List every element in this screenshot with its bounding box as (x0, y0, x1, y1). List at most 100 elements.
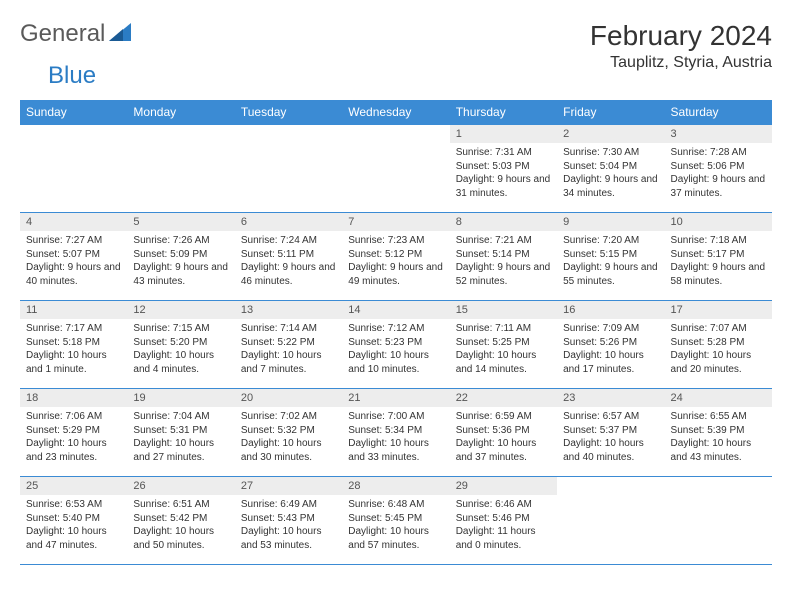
day-number: 12 (127, 301, 234, 319)
logo: General (20, 20, 133, 48)
day-header: Thursday (450, 100, 557, 125)
day-number: 26 (127, 477, 234, 495)
calendar-day-cell: 21Sunrise: 7:00 AMSunset: 5:34 PMDayligh… (342, 389, 449, 477)
logo-text-general: General (20, 20, 105, 48)
day-number: 4 (20, 213, 127, 231)
day-details: Sunrise: 7:11 AMSunset: 5:25 PMDaylight:… (450, 319, 557, 380)
calendar-day-cell: 11Sunrise: 7:17 AMSunset: 5:18 PMDayligh… (20, 301, 127, 389)
month-title: February 2024 (590, 20, 772, 52)
day-number: 6 (235, 213, 342, 231)
day-details: Sunrise: 7:02 AMSunset: 5:32 PMDaylight:… (235, 407, 342, 468)
calendar-day-cell: 8Sunrise: 7:21 AMSunset: 5:14 PMDaylight… (450, 213, 557, 301)
day-details: Sunrise: 7:24 AMSunset: 5:11 PMDaylight:… (235, 231, 342, 292)
day-details: Sunrise: 7:06 AMSunset: 5:29 PMDaylight:… (20, 407, 127, 468)
triangle-icon (109, 23, 131, 46)
day-details: Sunrise: 7:15 AMSunset: 5:20 PMDaylight:… (127, 319, 234, 380)
day-number: 7 (342, 213, 449, 231)
day-details: Sunrise: 6:55 AMSunset: 5:39 PMDaylight:… (665, 407, 772, 468)
day-number: 25 (20, 477, 127, 495)
day-details: Sunrise: 7:00 AMSunset: 5:34 PMDaylight:… (342, 407, 449, 468)
calendar-day-cell: 4Sunrise: 7:27 AMSunset: 5:07 PMDaylight… (20, 213, 127, 301)
title-block: February 2024 Tauplitz, Styria, Austria (590, 20, 772, 72)
calendar-day-cell: 12Sunrise: 7:15 AMSunset: 5:20 PMDayligh… (127, 301, 234, 389)
day-number: 15 (450, 301, 557, 319)
day-number: 19 (127, 389, 234, 407)
day-number: 22 (450, 389, 557, 407)
day-number: 20 (235, 389, 342, 407)
day-number: 16 (557, 301, 664, 319)
day-number: 2 (557, 125, 664, 143)
calendar-day-cell: 10Sunrise: 7:18 AMSunset: 5:17 PMDayligh… (665, 213, 772, 301)
day-number: 13 (235, 301, 342, 319)
day-header: Tuesday (235, 100, 342, 125)
calendar-day-cell: 5Sunrise: 7:26 AMSunset: 5:09 PMDaylight… (127, 213, 234, 301)
calendar-day-cell: 23Sunrise: 6:57 AMSunset: 5:37 PMDayligh… (557, 389, 664, 477)
day-number: 28 (342, 477, 449, 495)
day-details: Sunrise: 7:28 AMSunset: 5:06 PMDaylight:… (665, 143, 772, 204)
calendar-day-cell: 9Sunrise: 7:20 AMSunset: 5:15 PMDaylight… (557, 213, 664, 301)
calendar-week-row: 4Sunrise: 7:27 AMSunset: 5:07 PMDaylight… (20, 213, 772, 301)
day-header: Sunday (20, 100, 127, 125)
day-details: Sunrise: 6:46 AMSunset: 5:46 PMDaylight:… (450, 495, 557, 556)
calendar-day-cell: 7Sunrise: 7:23 AMSunset: 5:12 PMDaylight… (342, 213, 449, 301)
calendar-page: General February 2024 Tauplitz, Styria, … (0, 0, 792, 575)
day-number: 14 (342, 301, 449, 319)
calendar-body: 1Sunrise: 7:31 AMSunset: 5:03 PMDaylight… (20, 125, 772, 565)
calendar-empty-cell (557, 477, 664, 565)
calendar-table: SundayMondayTuesdayWednesdayThursdayFrid… (20, 100, 772, 565)
day-details: Sunrise: 7:23 AMSunset: 5:12 PMDaylight:… (342, 231, 449, 292)
calendar-empty-cell (342, 125, 449, 213)
day-number: 21 (342, 389, 449, 407)
calendar-day-cell: 3Sunrise: 7:28 AMSunset: 5:06 PMDaylight… (665, 125, 772, 213)
day-number: 3 (665, 125, 772, 143)
calendar-week-row: 18Sunrise: 7:06 AMSunset: 5:29 PMDayligh… (20, 389, 772, 477)
day-details: Sunrise: 6:48 AMSunset: 5:45 PMDaylight:… (342, 495, 449, 556)
day-header: Wednesday (342, 100, 449, 125)
day-header: Saturday (665, 100, 772, 125)
day-details: Sunrise: 7:18 AMSunset: 5:17 PMDaylight:… (665, 231, 772, 292)
calendar-day-cell: 20Sunrise: 7:02 AMSunset: 5:32 PMDayligh… (235, 389, 342, 477)
calendar-day-cell: 26Sunrise: 6:51 AMSunset: 5:42 PMDayligh… (127, 477, 234, 565)
calendar-empty-cell (235, 125, 342, 213)
day-details: Sunrise: 7:20 AMSunset: 5:15 PMDaylight:… (557, 231, 664, 292)
calendar-week-row: 25Sunrise: 6:53 AMSunset: 5:40 PMDayligh… (20, 477, 772, 565)
calendar-day-cell: 2Sunrise: 7:30 AMSunset: 5:04 PMDaylight… (557, 125, 664, 213)
calendar-day-cell: 1Sunrise: 7:31 AMSunset: 5:03 PMDaylight… (450, 125, 557, 213)
day-details: Sunrise: 7:31 AMSunset: 5:03 PMDaylight:… (450, 143, 557, 204)
day-number: 9 (557, 213, 664, 231)
calendar-day-cell: 13Sunrise: 7:14 AMSunset: 5:22 PMDayligh… (235, 301, 342, 389)
calendar-day-cell: 25Sunrise: 6:53 AMSunset: 5:40 PMDayligh… (20, 477, 127, 565)
day-details: Sunrise: 6:53 AMSunset: 5:40 PMDaylight:… (20, 495, 127, 556)
day-details: Sunrise: 7:09 AMSunset: 5:26 PMDaylight:… (557, 319, 664, 380)
day-number: 8 (450, 213, 557, 231)
day-details: Sunrise: 7:04 AMSunset: 5:31 PMDaylight:… (127, 407, 234, 468)
day-header: Monday (127, 100, 234, 125)
day-number: 24 (665, 389, 772, 407)
day-number: 11 (20, 301, 127, 319)
day-details: Sunrise: 7:21 AMSunset: 5:14 PMDaylight:… (450, 231, 557, 292)
logo-text-blue: Blue (48, 62, 96, 90)
day-details: Sunrise: 7:17 AMSunset: 5:18 PMDaylight:… (20, 319, 127, 380)
calendar-empty-cell (127, 125, 234, 213)
day-details: Sunrise: 6:59 AMSunset: 5:36 PMDaylight:… (450, 407, 557, 468)
calendar-day-cell: 28Sunrise: 6:48 AMSunset: 5:45 PMDayligh… (342, 477, 449, 565)
day-number: 17 (665, 301, 772, 319)
day-number: 5 (127, 213, 234, 231)
calendar-week-row: 1Sunrise: 7:31 AMSunset: 5:03 PMDaylight… (20, 125, 772, 213)
calendar-day-cell: 15Sunrise: 7:11 AMSunset: 5:25 PMDayligh… (450, 301, 557, 389)
day-number: 27 (235, 477, 342, 495)
calendar-day-cell: 14Sunrise: 7:12 AMSunset: 5:23 PMDayligh… (342, 301, 449, 389)
day-number: 1 (450, 125, 557, 143)
day-details: Sunrise: 7:27 AMSunset: 5:07 PMDaylight:… (20, 231, 127, 292)
day-details: Sunrise: 6:49 AMSunset: 5:43 PMDaylight:… (235, 495, 342, 556)
calendar-day-cell: 29Sunrise: 6:46 AMSunset: 5:46 PMDayligh… (450, 477, 557, 565)
calendar-week-row: 11Sunrise: 7:17 AMSunset: 5:18 PMDayligh… (20, 301, 772, 389)
day-number: 29 (450, 477, 557, 495)
day-details: Sunrise: 6:57 AMSunset: 5:37 PMDaylight:… (557, 407, 664, 468)
day-number: 23 (557, 389, 664, 407)
calendar-day-cell: 19Sunrise: 7:04 AMSunset: 5:31 PMDayligh… (127, 389, 234, 477)
calendar-day-cell: 6Sunrise: 7:24 AMSunset: 5:11 PMDaylight… (235, 213, 342, 301)
day-details: Sunrise: 7:30 AMSunset: 5:04 PMDaylight:… (557, 143, 664, 204)
day-details: Sunrise: 7:12 AMSunset: 5:23 PMDaylight:… (342, 319, 449, 380)
location: Tauplitz, Styria, Austria (590, 54, 772, 72)
